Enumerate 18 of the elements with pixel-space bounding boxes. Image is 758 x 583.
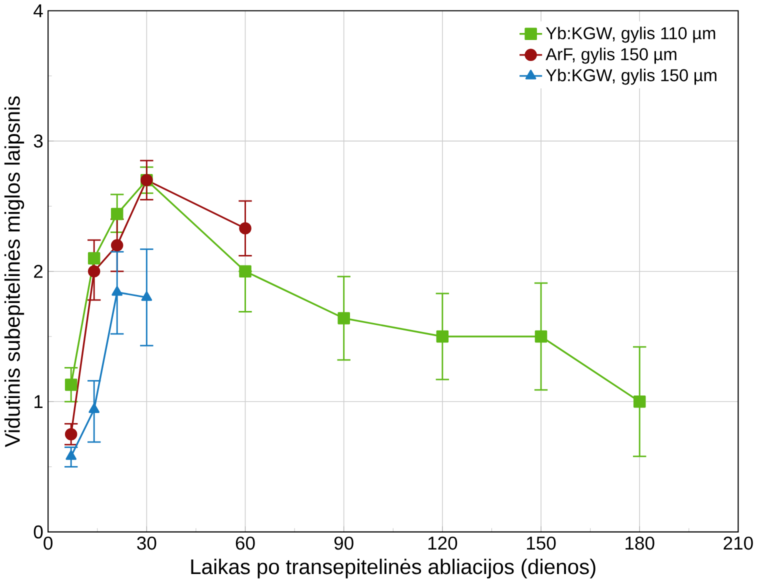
legend-label: ArF, gylis 150 µm (546, 48, 676, 64)
y-axis-title: Vidutinis subepitelinės miglos laipsnis (4, 96, 24, 448)
x-tick-label: 210 (724, 536, 753, 550)
x-tick-label: 60 (236, 536, 255, 550)
y-tick-label: 2 (34, 264, 42, 278)
x-tick-label: 120 (428, 536, 458, 550)
y-tick-label: 0 (34, 525, 43, 539)
x-tick-label: 90 (334, 536, 354, 550)
y-tick-label: 3 (34, 134, 43, 148)
y-tick-label: 1 (34, 395, 43, 408)
x-tick-label: 150 (527, 536, 556, 550)
x-axis-title: Laikas po transepitelinės abliacijos (dienos) (191, 558, 596, 579)
legend-label: Yb:KGW, gylis 110 µm (546, 26, 716, 43)
x-tick-label: 0 (44, 536, 52, 550)
x-tick-label: 180 (626, 536, 654, 550)
legend-label: Yb:KGW, gylis 150 µm (546, 68, 716, 85)
y-tick-label: 4 (34, 4, 43, 18)
x-tick-label: 30 (137, 536, 156, 550)
